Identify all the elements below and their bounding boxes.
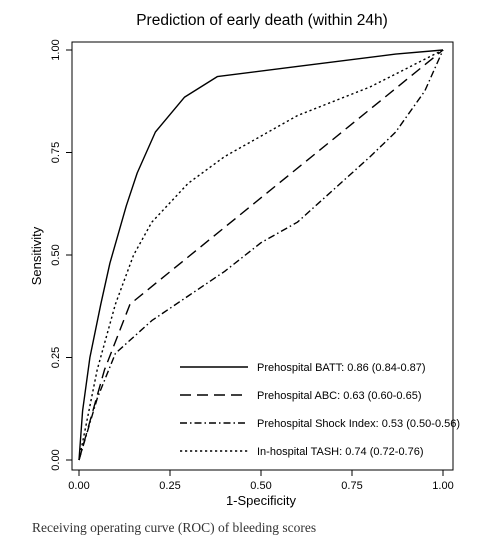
y-tick-label: 0.75 [50, 142, 62, 163]
x-tick-label: 1.00 [432, 480, 453, 492]
x-tick-label: 0.50 [250, 480, 271, 492]
series-line-1 [78, 49, 444, 461]
y-axis-label: Sensitivity [29, 226, 44, 285]
legend-label: Prehospital ABC: 0.63 (0.60-0.65) [257, 390, 421, 402]
x-tick-label: 0.25 [159, 480, 180, 492]
y-tick-label: 1.00 [50, 39, 62, 60]
y-axis: 0.00 0.25 0.50 0.75 1.00 [50, 39, 72, 471]
chart-title: Prediction of early death (within 24h) [136, 12, 388, 29]
series-line-3 [78, 49, 444, 461]
plot-frame [71, 41, 454, 471]
x-axis: 0.00 0.25 0.50 0.75 1.00 [68, 470, 454, 492]
legend: Prehospital BATT: 0.86 (0.84-0.87) Prehos… [180, 362, 460, 458]
x-axis-label: 1-Specificity [226, 493, 297, 508]
x-tick-label: 0.75 [341, 480, 362, 492]
x-tick-label: 0.00 [68, 480, 89, 492]
series-layer [78, 49, 444, 461]
series-line-2 [78, 49, 444, 461]
y-tick-label: 0.25 [50, 347, 62, 368]
legend-label: Prehospital Shock Index: 0.53 (0.50-0.56… [257, 418, 460, 430]
legend-label: Prehospital BATT: 0.86 (0.84-0.87) [257, 362, 426, 374]
legend-label: In-hospital TASH: 0.74 (0.72-0.76) [257, 446, 424, 458]
y-tick-label: 0.00 [50, 449, 62, 470]
y-tick-label: 0.50 [50, 244, 62, 265]
figure-caption: Receiving operating curve (ROC) of bleed… [32, 520, 317, 535]
